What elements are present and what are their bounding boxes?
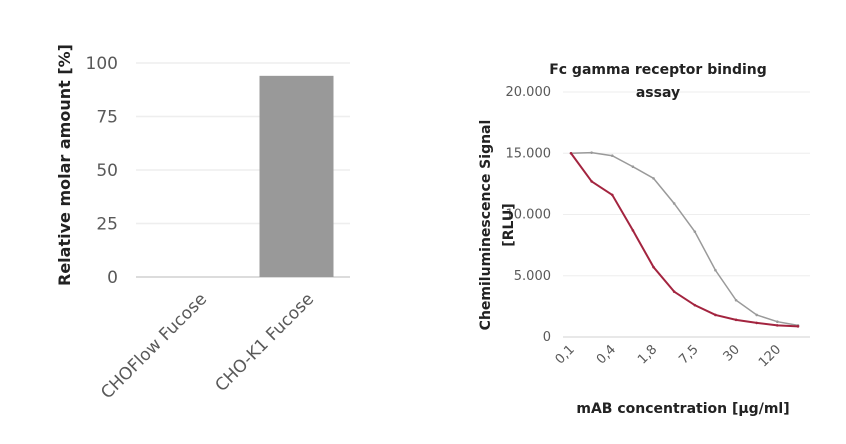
series-point <box>652 177 655 180</box>
line-xtick-label: 7,5 <box>676 342 701 367</box>
series-point <box>693 303 697 307</box>
series-point <box>714 313 717 317</box>
series-point <box>714 268 717 272</box>
bar-ytick-label: 50 <box>96 161 118 181</box>
series-point <box>776 320 779 323</box>
line-xtick-label: 120 <box>756 342 784 370</box>
line-xlabel: mAB concentration [µg/ml] <box>576 401 789 417</box>
series-point <box>734 318 738 322</box>
bar-xtick-label: CHOFlow Fucose <box>97 289 211 403</box>
series-point <box>693 230 697 233</box>
bar-ytick-label: 25 <box>96 215 118 235</box>
bar <box>259 75 334 277</box>
line-ytick-label: 10.000 <box>506 208 552 223</box>
bar-ytick-label: 0 <box>107 268 118 288</box>
series-point <box>672 202 676 205</box>
line-xtick-label: 30 <box>721 342 743 364</box>
line-title-line1: Fc gamma receptor binding <box>549 62 767 78</box>
series-point <box>672 290 676 293</box>
line-ylabel-line2: [RLU] <box>501 203 517 246</box>
bar-ytick-label: 75 <box>96 108 118 128</box>
line-ytick-label: 0 <box>543 330 551 345</box>
series-point <box>590 180 593 183</box>
line-ytick-label: 5.000 <box>514 269 551 284</box>
line-title-line2: assay <box>636 85 680 101</box>
line-xtick-label: 1,8 <box>635 342 660 367</box>
line-ytick-label: 15.000 <box>506 146 552 161</box>
series-point <box>755 321 759 325</box>
series-line <box>570 152 799 328</box>
series-point <box>734 298 738 302</box>
series-point <box>755 313 759 317</box>
line-ytick-label: 20.000 <box>506 85 552 100</box>
line-ylabel-line1: Chemiluminescence Signal <box>478 120 494 331</box>
line-xtick-label: 0,4 <box>594 342 619 367</box>
series-point <box>569 151 573 155</box>
series-point <box>610 193 614 197</box>
series-point <box>796 325 800 328</box>
line-xtick-label: 0,1 <box>553 342 578 367</box>
series-point <box>610 154 614 157</box>
series-point <box>590 151 593 154</box>
bar-ytick-label: 100 <box>86 54 118 74</box>
series-point <box>631 229 635 232</box>
series-point <box>776 324 779 327</box>
bar-xtick-label: CHO-K1 Fucose <box>211 289 318 396</box>
series-point <box>631 165 635 169</box>
bar-ylabel: Relative molar amount [%] <box>55 44 74 286</box>
series-line <box>570 151 799 327</box>
series-point <box>652 265 655 269</box>
